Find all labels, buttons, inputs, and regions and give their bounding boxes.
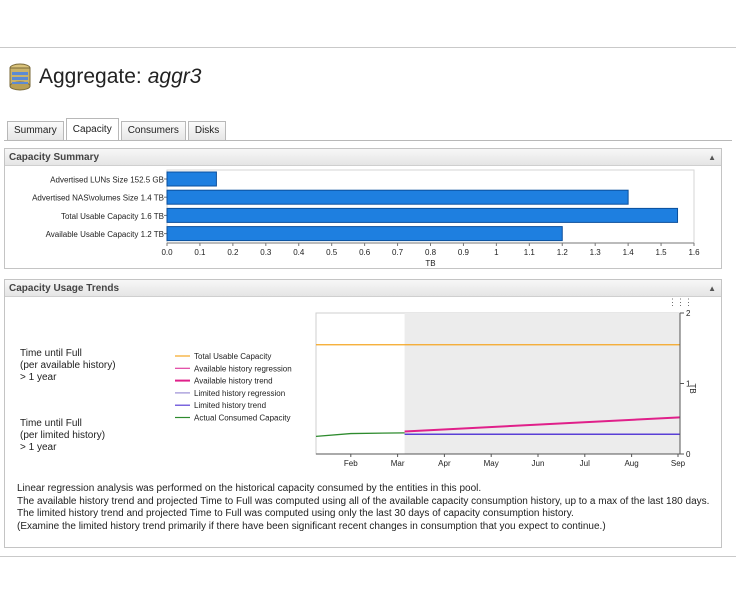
x-tick-label: 0.5	[326, 248, 338, 257]
x-tick-label: 1.6	[688, 248, 700, 257]
bar-label: Advertised LUNs Size 152.5 GB	[50, 176, 164, 185]
tab-consumers[interactable]: Consumers	[120, 121, 186, 140]
y-axis-label: TB	[688, 384, 697, 394]
ttf-label: Time until Full	[20, 348, 82, 359]
x-tick-label: Aug	[624, 459, 638, 468]
legend-label: Limited history regression	[194, 389, 285, 398]
x-tick-label: 0.8	[425, 248, 437, 257]
usage-trend-chart: Total Usable Capacity Available history r…	[175, 309, 697, 468]
x-tick-label: 0.7	[392, 248, 404, 257]
history-shade	[404, 313, 680, 454]
x-tick-label: Sep	[671, 459, 686, 468]
note-line: (Examine the limited history trend prima…	[17, 520, 606, 532]
x-tick-label: 1.5	[656, 248, 668, 257]
legend-label: Available history regression	[194, 364, 292, 373]
y-tick-label: 1	[686, 380, 691, 389]
series-line	[315, 432, 405, 438]
ttf-value: > 1 year	[20, 372, 57, 383]
legend-label: Limited history trend	[194, 401, 266, 410]
capacity-bar	[166, 207, 679, 223]
panel-header: Capacity Summary ▲	[5, 149, 721, 166]
aggregate-name: aggr3	[147, 65, 202, 88]
tab-bar: Summary Capacity Consumers Disks	[7, 118, 228, 140]
ttf-sub: (per available history)	[20, 360, 116, 371]
x-tick-label: Feb	[344, 459, 358, 468]
ttf-label: Time until Full	[20, 418, 82, 429]
x-tick-label: May	[484, 459, 499, 468]
x-tick-label: 1.1	[524, 248, 536, 257]
x-tick-label: Mar	[391, 459, 405, 468]
panel-title: Capacity Summary	[9, 152, 100, 163]
bar-label: Advertised NAS\volumes Size 1.4 TB	[32, 194, 164, 203]
x-tick-label: Jul	[580, 459, 590, 468]
series-line	[404, 416, 681, 433]
y-tick-label: 2	[686, 309, 691, 318]
legend-label: Total Usable Capacity	[194, 352, 271, 361]
capacity-bar	[166, 171, 217, 187]
legend-label: Actual Consumed Capacity	[194, 414, 291, 423]
bar-label: Total Usable Capacity 1.6 TB	[61, 212, 164, 221]
page-title: Aggregate: aggr3	[8, 62, 201, 92]
note-line: Linear regression analysis was performed…	[17, 483, 482, 494]
time-until-full-available: Time until Full (per available history) …	[20, 348, 116, 384]
x-tick-label: 0.3	[260, 248, 272, 257]
x-tick-label: 0.6	[359, 248, 371, 257]
x-tick-label: 1.3	[590, 248, 602, 257]
panel-header: Capacity Usage Trends ▲	[5, 280, 721, 297]
x-tick-label: Jun	[532, 459, 545, 468]
ttf-value: > 1 year	[20, 442, 57, 453]
ttf-sub: (per limited history)	[20, 430, 106, 441]
legend-label: Available history trend	[194, 377, 273, 386]
database-icon	[9, 63, 31, 91]
x-tick-label: 1.2	[557, 248, 569, 257]
capacity-bar-chart: Advertised LUNs Size 152.5 GB Advertised …	[32, 169, 700, 268]
capacity-bar	[166, 189, 629, 205]
x-tick-label: 0.9	[458, 248, 470, 257]
collapse-icon[interactable]: ▲	[708, 284, 716, 293]
tab-underline	[4, 140, 732, 141]
x-tick-label: 0.2	[227, 248, 239, 257]
title-prefix: Aggregate:	[39, 65, 142, 88]
x-axis-label: TB	[425, 259, 435, 268]
bar-label: Available Usable Capacity 1.2 TB	[46, 230, 164, 239]
x-tick-label: Apr	[438, 459, 451, 468]
x-tick-label: 0.1	[194, 248, 206, 257]
tab-capacity[interactable]: Capacity	[65, 118, 119, 140]
note-line: The available history trend and projecte…	[17, 495, 710, 507]
chart-menu-icon[interactable]: ⋮⋮⋮	[668, 297, 693, 307]
analysis-notes: Linear regression analysis was performed…	[17, 483, 709, 533]
time-until-full-limited: Time until Full (per limited history) > …	[20, 418, 105, 454]
capacity-summary-panel: Capacity Summary ▲ Advertised LUNs Size …	[4, 148, 722, 269]
x-tick-label: 0.0	[161, 248, 173, 257]
x-tick-label: 1.4	[623, 248, 635, 257]
tab-summary[interactable]: Summary	[7, 121, 64, 140]
x-tick-label: 0.4	[293, 248, 305, 257]
y-tick-label: 0	[686, 450, 691, 459]
x-tick-label: 1	[494, 248, 499, 257]
tab-disks[interactable]: Disks	[187, 121, 227, 140]
collapse-icon[interactable]: ▲	[708, 153, 716, 162]
note-line: The limited history trend and projected …	[17, 508, 574, 519]
panel-title: Capacity Usage Trends	[9, 283, 120, 294]
capacity-bar	[166, 226, 563, 242]
